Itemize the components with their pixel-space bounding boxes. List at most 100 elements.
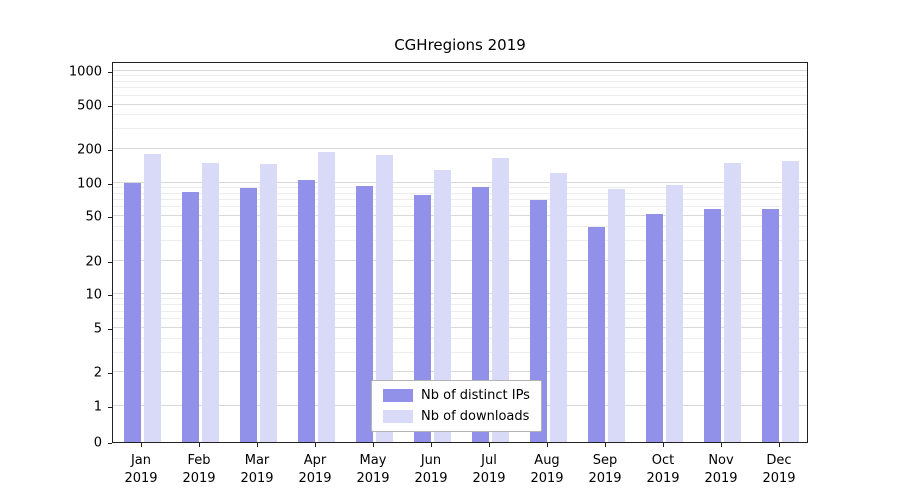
x-tick-mark: [141, 443, 142, 447]
gridline-major: [113, 148, 807, 150]
x-tick-mark: [663, 443, 664, 447]
y-tick-mark: [108, 261, 112, 263]
gridline-minor: [113, 318, 807, 320]
x-tick-mark: [199, 443, 200, 447]
bar-group-feb: [171, 63, 229, 442]
x-tick-label: Jun 2019: [414, 453, 448, 486]
gridline-major: [113, 215, 807, 217]
gridline-minor: [113, 80, 807, 82]
y-tick-label: 10: [85, 287, 102, 303]
gridline-minor: [113, 337, 807, 339]
bar-group-jan: [113, 63, 171, 442]
y-tick-label: 200: [77, 142, 102, 158]
gridline-minor: [113, 206, 807, 208]
legend-swatch-distinct-ips: [383, 389, 413, 402]
bar-group-jul: [461, 63, 519, 442]
y-tick-mark: [108, 150, 112, 152]
x-tick-mark: [373, 443, 374, 447]
bar-group-apr: [287, 63, 345, 442]
gridline-minor: [113, 114, 807, 116]
bar-distinct-ips: [181, 192, 199, 442]
gridline-major: [113, 293, 807, 295]
y-tick-mark: [108, 183, 112, 185]
gridline-minor: [113, 226, 807, 228]
y-tick-label: 0: [93, 435, 102, 451]
bar-distinct-ips: [703, 209, 721, 442]
x-tick-mark: [315, 443, 316, 447]
gridline-minor: [113, 310, 807, 312]
gridline-minor: [113, 94, 807, 96]
gridline-major: [113, 70, 807, 71]
y-tick-mark: [108, 373, 112, 375]
bar-distinct-ips: [297, 180, 315, 442]
legend-swatch-downloads: [383, 410, 413, 423]
gridline-minor: [113, 351, 807, 353]
bar-distinct-ips: [471, 186, 489, 442]
gridline-minor: [113, 298, 807, 300]
y-tick-mark: [108, 328, 112, 330]
bar-downloads: [723, 163, 741, 442]
chart-title: CGHregions 2019: [394, 36, 526, 54]
bar-distinct-ips: [761, 209, 779, 442]
bar-distinct-ips: [645, 214, 663, 442]
x-tick-mark: [257, 443, 258, 447]
x-tick-label: Nov 2019: [704, 453, 738, 486]
x-tick-label: Apr 2019: [298, 453, 332, 486]
bar-group-dec: [751, 63, 809, 442]
bar-downloads: [549, 173, 567, 442]
y-tick-label: 1: [93, 399, 102, 415]
y-tick-label: 500: [77, 98, 102, 114]
gridline-minor: [113, 304, 807, 306]
y-tick-label: 50: [85, 209, 102, 225]
bar-group-mar: [229, 63, 287, 442]
bar-downloads: [781, 161, 799, 442]
bar-downloads: [317, 151, 335, 442]
y-tick-mark: [108, 72, 112, 73]
legend-label-downloads: Nb of downloads: [421, 409, 530, 424]
gridline-minor: [113, 128, 807, 130]
bar-downloads: [607, 188, 625, 442]
bar-downloads: [259, 163, 277, 442]
legend-item-distinct-ips: Nb of distinct IPs: [383, 388, 530, 403]
y-tick-mark: [108, 443, 112, 444]
gridline-minor: [113, 192, 807, 194]
y-tick-mark: [108, 295, 112, 297]
x-tick-mark: [721, 443, 722, 447]
bar-group-oct: [635, 63, 693, 442]
y-tick-label: 1000: [68, 64, 102, 80]
x-tick-label: May 2019: [356, 453, 390, 486]
x-tick-label: Sep 2019: [588, 453, 622, 486]
y-tick-mark: [108, 217, 112, 219]
gridline-minor: [113, 87, 807, 89]
gridline-minor: [113, 75, 807, 77]
x-tick-label: Mar 2019: [240, 453, 274, 486]
bar-downloads: [491, 158, 509, 442]
bar-group-nov: [693, 63, 751, 442]
y-tick-label: 100: [77, 176, 102, 192]
x-tick-mark: [489, 443, 490, 447]
y-tick-mark: [108, 407, 112, 408]
bar-downloads: [201, 163, 219, 442]
bar-distinct-ips: [123, 182, 141, 442]
bar-downloads: [433, 169, 451, 442]
x-tick-label: Oct 2019: [646, 453, 680, 486]
y-tick-label: 5: [93, 321, 102, 337]
x-tick-label: Jan 2019: [124, 453, 158, 486]
x-tick-label: Aug 2019: [530, 453, 564, 486]
bar-downloads: [375, 154, 393, 442]
gridline-major: [113, 259, 807, 261]
bar-downloads: [665, 185, 683, 442]
x-tick-label: Feb 2019: [182, 453, 216, 486]
x-tick-label: Jul 2019: [472, 453, 506, 486]
gridline-minor: [113, 198, 807, 200]
x-tick-mark: [547, 443, 548, 447]
bar-downloads: [143, 154, 161, 442]
x-tick-mark: [779, 443, 780, 447]
gridline-minor: [113, 240, 807, 242]
bar-distinct-ips: [587, 227, 605, 442]
bar-group-sep: [577, 63, 635, 442]
plot-area: Nb of distinct IPs Nb of downloads: [112, 62, 808, 443]
bar-group-may: [345, 63, 403, 442]
x-tick-label: Dec 2019: [762, 453, 796, 486]
